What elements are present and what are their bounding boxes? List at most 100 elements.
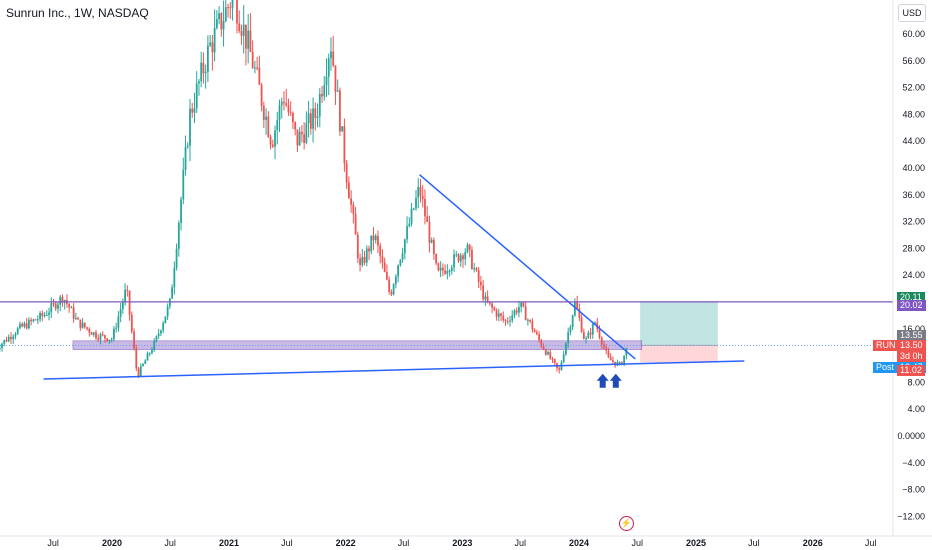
- candle-body: [30, 319, 33, 322]
- candle-body: [594, 322, 596, 324]
- candle-body: [421, 195, 424, 199]
- candle-body: [354, 213, 357, 235]
- candle-body: [401, 253, 404, 260]
- candle-body: [142, 363, 144, 366]
- candle-body: [184, 146, 187, 170]
- candle-body: [300, 131, 303, 135]
- candle-body: [251, 51, 254, 68]
- candle-body: [227, 7, 229, 9]
- candle-body: [262, 105, 265, 120]
- candle-body: [379, 245, 382, 257]
- candle-body: [374, 235, 377, 241]
- candle-body: [522, 302, 525, 307]
- candle-body: [68, 303, 71, 308]
- y-tick-label: 60.00: [902, 29, 925, 39]
- candle-body: [249, 30, 252, 52]
- y-tick-label: 8.00: [907, 377, 925, 387]
- x-tick-label: 2025: [686, 538, 706, 548]
- position-tool: [72, 301, 718, 363]
- candle-body: [415, 197, 417, 209]
- candle-body: [365, 248, 368, 263]
- candle-body: [193, 108, 196, 113]
- candle-body: [222, 21, 225, 30]
- candle-body: [52, 303, 55, 305]
- candle-body: [565, 343, 567, 355]
- candle-body: [0, 348, 1, 350]
- candle-body: [412, 208, 415, 210]
- candle-body: [618, 362, 621, 364]
- candle-body: [397, 265, 400, 277]
- candle-body: [444, 270, 446, 274]
- candle-body: [363, 256, 366, 263]
- candle-body: [381, 256, 384, 263]
- y-tick-label: 36.00: [902, 190, 925, 200]
- candles: [0, 0, 628, 379]
- y-tick-label: 32.00: [902, 217, 925, 227]
- candle-body: [88, 328, 91, 333]
- candle-body: [509, 320, 511, 322]
- candle-body: [177, 222, 180, 249]
- candle-body: [598, 329, 601, 338]
- candle-body: [441, 267, 444, 271]
- candle-body: [318, 93, 321, 117]
- target-price-badge: 20.11: [897, 291, 925, 303]
- candle-body: [296, 129, 299, 146]
- candle-body: [146, 353, 149, 361]
- candle-body: [390, 291, 393, 295]
- candle-body: [417, 186, 420, 198]
- candle-body: [144, 360, 147, 364]
- candle-body: [162, 323, 165, 331]
- candle-body: [424, 198, 426, 217]
- candle-body: [609, 357, 612, 361]
- candle-body: [25, 323, 28, 329]
- candle-body: [607, 350, 610, 358]
- candle-body: [334, 65, 337, 92]
- candle-body: [488, 302, 491, 304]
- x-tick-label: 2022: [336, 538, 356, 548]
- candle-body: [121, 301, 124, 310]
- x-tick-label: Jul: [748, 538, 760, 548]
- up-arrow-icon: [609, 373, 622, 388]
- candle-body: [74, 317, 77, 319]
- candle-body: [5, 339, 8, 342]
- candle-body: [518, 307, 520, 313]
- candle-body: [260, 84, 263, 106]
- candle-body: [623, 355, 626, 365]
- candle-body: [289, 112, 292, 114]
- candle-body: [437, 263, 440, 271]
- y-tick-label: 4.00: [907, 404, 925, 414]
- candle-body: [377, 235, 379, 246]
- lightning-icon[interactable]: ⚡: [619, 516, 634, 531]
- candle-body: [591, 323, 594, 335]
- candle-body: [54, 303, 57, 309]
- candle-body: [265, 116, 267, 120]
- candle-body: [542, 346, 545, 350]
- candle-body: [569, 327, 572, 333]
- candle-body: [540, 340, 543, 347]
- last-price-badge: 13.50: [897, 340, 926, 352]
- candle-body: [236, 0, 238, 24]
- candle-body: [231, 0, 234, 8]
- candle-body: [321, 93, 323, 97]
- candle-body: [90, 332, 93, 335]
- symbol-title[interactable]: Sunrun Inc., 1W, NASDAQ: [6, 6, 149, 20]
- y-tick-label: 28.00: [902, 243, 925, 253]
- x-tick-label: Jul: [631, 538, 643, 548]
- candle-body: [303, 134, 306, 143]
- candle-body: [408, 223, 411, 227]
- candle-body: [106, 338, 109, 342]
- candle-body: [350, 198, 353, 205]
- candle-body: [92, 332, 95, 335]
- candle-body: [558, 368, 561, 370]
- candle-body: [81, 322, 84, 328]
- candle-body: [113, 328, 115, 340]
- candle-body: [36, 319, 39, 321]
- candle-body: [117, 316, 120, 328]
- candle-body: [526, 319, 529, 321]
- currency-button[interactable]: USD: [898, 4, 926, 22]
- candle-body: [276, 120, 279, 131]
- candle-body: [535, 332, 538, 335]
